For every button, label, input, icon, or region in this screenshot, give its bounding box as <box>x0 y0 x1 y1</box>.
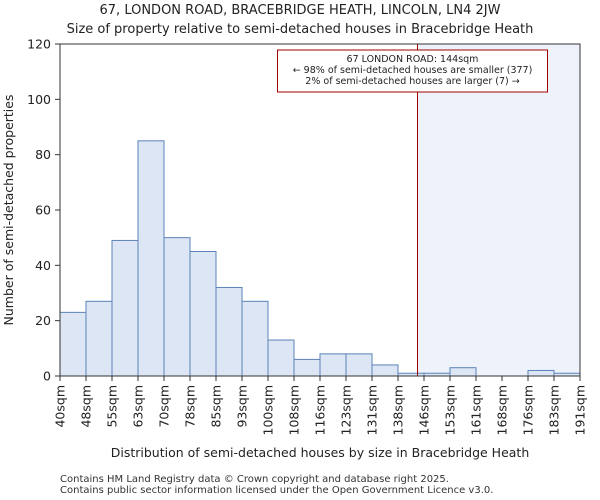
x-tick-label: 168sqm <box>495 385 510 435</box>
x-tick-label: 146sqm <box>417 385 432 435</box>
y-axis: 0 20 40 60 80 100 120 <box>27 37 60 384</box>
y-tick-label: 120 <box>27 37 51 52</box>
annotation-line-1: 67 LONDON ROAD: 144sqm <box>347 54 479 65</box>
bar <box>111 239 139 377</box>
y-tick-label: 20 <box>35 313 51 328</box>
footer-attribution-2: Contains public sector information licen… <box>60 485 494 496</box>
x-tick-label: 78sqm <box>183 385 198 428</box>
x-tick-label: 40sqm <box>53 385 68 428</box>
x-axis: 40sqm 48sqm 55sqm 63sqm 70sqm 78sqm 85sqm 93sqm… <box>53 376 588 435</box>
annotation-line-2: ← 98% of semi-detached houses are smalle… <box>293 65 533 76</box>
bar <box>59 311 87 377</box>
bar <box>319 353 347 377</box>
bar <box>293 358 321 377</box>
annotation-box <box>277 49 548 93</box>
annotation-line-3: 2% of semi-detached houses are larger (7… <box>305 76 519 87</box>
y-tick-label: 80 <box>35 147 51 162</box>
bar <box>241 300 269 377</box>
bar <box>527 369 555 377</box>
x-tick-label: 183sqm <box>547 385 562 435</box>
bar <box>449 367 477 377</box>
x-tick-label: 116sqm <box>313 385 328 435</box>
footer-attribution-1: Contains HM Land Registry data © Crown c… <box>60 474 449 485</box>
chart-title: 67, LONDON ROAD, BRACEBRIDGE HEATH, LINC… <box>100 3 501 18</box>
x-tick-label: 138sqm <box>391 385 406 435</box>
x-tick-label: 85sqm <box>209 385 224 428</box>
x-tick-label: 161sqm <box>469 385 484 435</box>
x-tick-label: 48sqm <box>79 385 94 428</box>
x-tick-label: 108sqm <box>287 385 302 435</box>
x-tick-label: 93sqm <box>235 385 250 428</box>
x-tick-label: 55sqm <box>105 385 120 428</box>
x-axis-label: Distribution of semi-detached houses by … <box>111 445 530 460</box>
bar <box>85 300 113 377</box>
y-tick-label: 100 <box>27 92 51 107</box>
y-tick-label: 0 <box>43 369 51 384</box>
x-tick-label: 100sqm <box>261 385 276 435</box>
x-tick-label: 131sqm <box>365 385 380 435</box>
bar <box>137 140 165 377</box>
bar <box>215 286 243 377</box>
x-tick-label: 70sqm <box>157 385 172 428</box>
highlight-region <box>417 44 580 376</box>
chart-subtitle: Size of property relative to semi-detach… <box>67 22 534 37</box>
bar <box>345 353 373 377</box>
x-tick-label: 123sqm <box>339 385 354 435</box>
bar <box>371 364 399 377</box>
x-tick-label: 153sqm <box>443 385 458 435</box>
x-tick-label: 63sqm <box>131 385 146 428</box>
annotation: 67 LONDON ROAD: 144sqm ← 98% of semi-det… <box>277 49 548 93</box>
y-axis-label: Number of semi-detached properties <box>1 95 16 326</box>
bar <box>267 339 295 377</box>
chart: 67, LONDON ROAD, BRACEBRIDGE HEATH, LINC… <box>1 3 588 460</box>
bar <box>163 237 191 377</box>
y-tick-label: 40 <box>35 258 51 273</box>
x-tick-label: 176sqm <box>521 385 536 435</box>
y-tick-label: 60 <box>35 203 51 218</box>
bars <box>59 140 581 377</box>
bar <box>189 251 217 377</box>
x-tick-label: 191sqm <box>573 385 588 435</box>
plot-frame <box>59 43 581 377</box>
